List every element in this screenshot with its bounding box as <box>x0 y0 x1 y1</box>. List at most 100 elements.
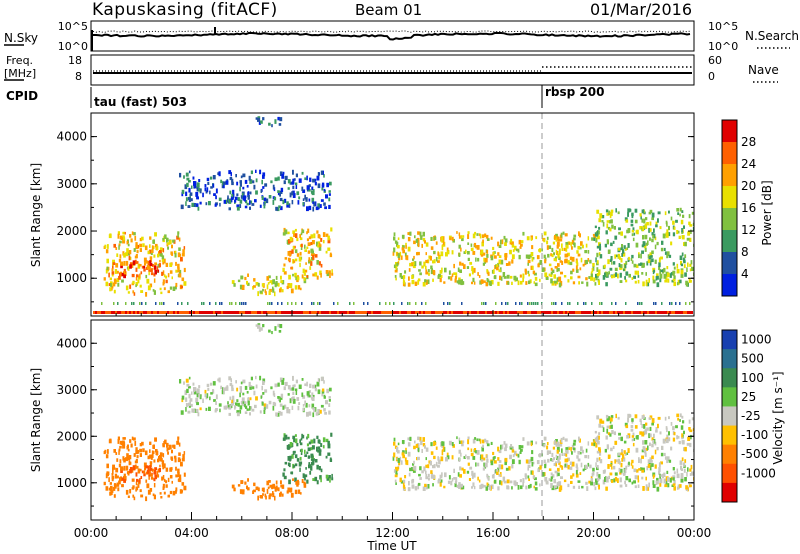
velocity-pixel <box>312 394 315 398</box>
power-pixel <box>116 253 119 257</box>
power-pixel <box>327 247 331 251</box>
velocity-pixel <box>271 331 273 335</box>
power-pixel <box>121 279 124 283</box>
velocity-pixel <box>427 464 430 469</box>
power-pixel <box>519 311 521 314</box>
power-pixel <box>405 255 408 260</box>
velocity-pixel <box>647 464 651 468</box>
velocity-pixel <box>649 457 653 461</box>
velocity-pixel <box>685 485 688 490</box>
velocity-pixel <box>517 454 520 458</box>
power-pixel <box>276 207 280 212</box>
power-pixel <box>419 261 422 266</box>
velocity-pixel <box>163 478 166 482</box>
power-pixel <box>308 184 311 187</box>
velocity-pixel <box>254 404 257 409</box>
velocity-pixel <box>277 396 280 399</box>
power-pixel <box>112 265 114 270</box>
power-pixel <box>513 311 515 314</box>
power-pixel <box>122 231 125 235</box>
velocity-pixel <box>498 464 502 469</box>
velocity-pixel <box>135 447 138 451</box>
velocity-pixel <box>208 406 211 411</box>
velocity-pixel <box>595 480 598 485</box>
power-pixel <box>393 247 396 253</box>
power-pixel <box>296 237 299 242</box>
noise-left-tick-high: 10^5 <box>58 20 88 33</box>
power-pixel <box>475 311 477 314</box>
power-pixel <box>125 285 129 291</box>
power-pixel <box>323 202 326 206</box>
velocity-pixel <box>587 455 590 459</box>
velocity-pixel <box>492 451 495 455</box>
velocity-pixel <box>596 477 600 481</box>
velocity-pixel <box>596 440 600 445</box>
velocity-pixel <box>272 390 275 396</box>
power-pixel <box>623 268 625 272</box>
power-pixel <box>526 236 530 241</box>
power-pixel <box>235 196 238 201</box>
power-pixel <box>685 280 688 285</box>
colorbar-tick-label: 1000 <box>741 333 772 347</box>
velocity-pixel <box>111 475 115 480</box>
power-pixel <box>105 311 107 314</box>
velocity-pixel <box>611 479 614 483</box>
velocity-pixel <box>404 457 407 462</box>
power-pixel <box>339 311 341 314</box>
velocity-pixel <box>312 407 314 410</box>
power-pixel <box>319 311 321 314</box>
power-pixel <box>503 235 506 240</box>
power-pixel <box>445 311 447 314</box>
power-ylabel: Slant Range [km] <box>29 163 43 267</box>
power-pixel <box>242 195 245 201</box>
power-pixel <box>642 281 645 287</box>
velocity-pixel <box>244 385 248 390</box>
velocity-pixel <box>122 437 125 440</box>
power-pixel <box>665 276 668 281</box>
power-pixel <box>587 250 590 254</box>
velocity-pixel <box>603 469 606 473</box>
velocity-pixel <box>551 474 555 478</box>
velocity-pixel <box>327 452 331 456</box>
velocity-pixel <box>297 489 301 494</box>
power-pixel <box>419 272 422 276</box>
power-pixel <box>312 201 314 205</box>
power-pixel <box>183 175 185 179</box>
power-pixel <box>629 311 631 314</box>
velocity-pixel <box>596 467 599 471</box>
velocity-pixel <box>609 417 613 422</box>
power-pixel <box>365 311 367 314</box>
velocity-pixel <box>239 386 242 390</box>
power-pixel <box>163 258 166 264</box>
power-pixel <box>190 198 193 202</box>
power-pixel <box>456 280 460 284</box>
velocity-pixel <box>227 404 230 408</box>
power-pixel <box>682 214 685 218</box>
power-pixel <box>310 261 313 266</box>
velocity-pixel <box>557 467 560 472</box>
power-pixel <box>119 271 123 277</box>
power-pixel <box>603 311 605 314</box>
power-pixel <box>554 256 557 261</box>
power-pixel <box>103 277 106 281</box>
power-pixel <box>551 253 554 258</box>
power-pixel <box>454 275 457 280</box>
velocity-pixel <box>547 458 550 463</box>
velocity-pixel <box>196 388 200 394</box>
power-pixel <box>626 247 629 250</box>
power-pixel <box>106 266 109 270</box>
power-pixel <box>183 246 186 250</box>
velocity-pixel <box>191 408 195 413</box>
velocity-pixel <box>676 435 679 440</box>
power-pixel <box>598 226 601 230</box>
velocity-pixel <box>461 467 464 471</box>
power-pixel <box>463 251 466 254</box>
power-pixel <box>462 235 465 238</box>
velocity-pixel <box>149 449 151 453</box>
power-pixel <box>187 205 191 208</box>
power-pixel <box>255 190 258 195</box>
velocity-pixel <box>622 454 625 459</box>
velocity-pixel <box>119 459 122 464</box>
power-pixel <box>654 244 657 250</box>
